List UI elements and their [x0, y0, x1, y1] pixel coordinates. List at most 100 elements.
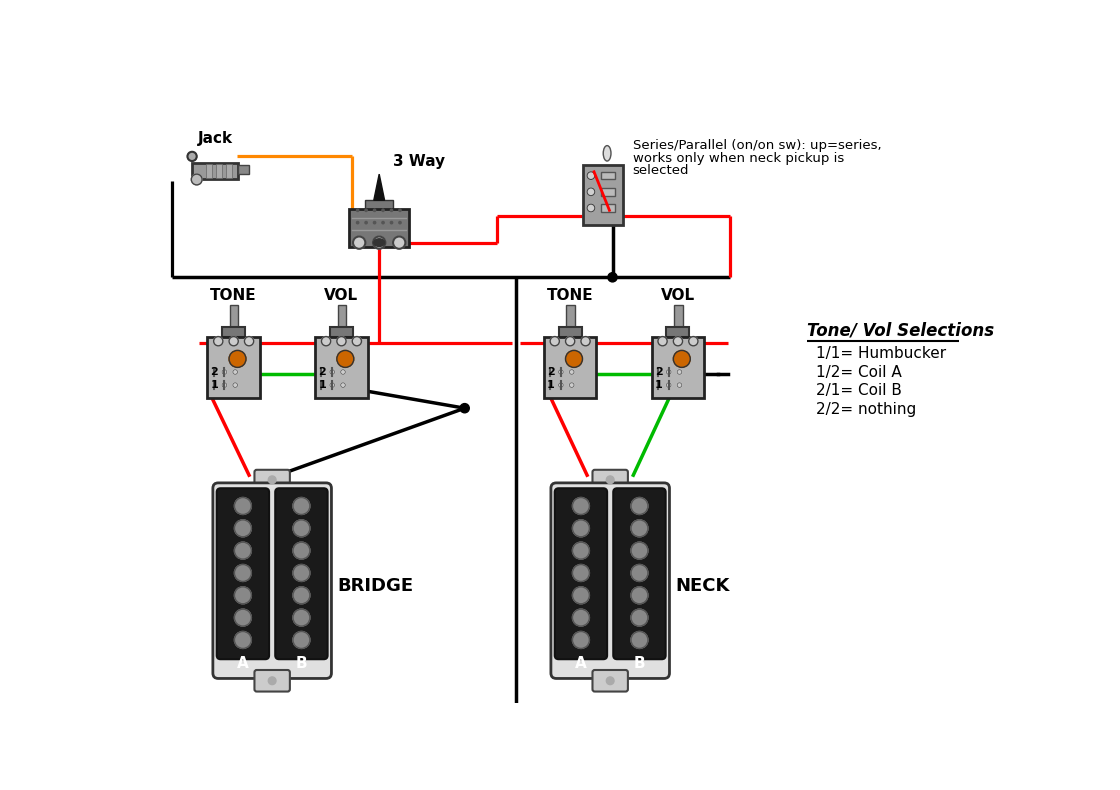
Circle shape [606, 677, 614, 685]
FancyBboxPatch shape [592, 670, 628, 691]
Bar [216, 164, 222, 178]
Bar [316, 337, 367, 398]
FancyBboxPatch shape [213, 483, 332, 679]
Circle shape [631, 609, 647, 626]
Ellipse shape [604, 145, 610, 161]
Circle shape [269, 677, 276, 685]
Text: 2: 2 [211, 367, 218, 377]
Circle shape [234, 565, 251, 581]
Text: 2/2= nothing: 2/2= nothing [815, 401, 916, 416]
FancyBboxPatch shape [217, 488, 269, 659]
Text: A: A [575, 656, 587, 671]
Circle shape [330, 383, 335, 387]
Bar [567, 305, 575, 329]
Circle shape [399, 209, 401, 212]
Text: NECK: NECK [675, 577, 730, 595]
Circle shape [337, 337, 346, 346]
Circle shape [631, 631, 647, 649]
Circle shape [631, 565, 647, 581]
Circle shape [293, 565, 310, 581]
Circle shape [293, 631, 310, 649]
Circle shape [666, 383, 671, 387]
Circle shape [382, 209, 384, 212]
Circle shape [608, 273, 617, 282]
Circle shape [382, 221, 384, 224]
Circle shape [631, 542, 647, 559]
Text: BRIDGE: BRIDGE [337, 577, 413, 595]
Circle shape [269, 476, 276, 483]
Bar [337, 305, 346, 329]
Circle shape [572, 520, 589, 536]
Circle shape [559, 370, 563, 374]
Circle shape [356, 209, 358, 212]
Bar [601, 171, 615, 179]
Circle shape [352, 337, 362, 346]
Circle shape [244, 337, 254, 346]
Circle shape [365, 221, 367, 224]
Text: A: A [237, 656, 249, 671]
Text: 1/2= Coil A: 1/2= Coil A [815, 365, 902, 380]
FancyBboxPatch shape [276, 488, 328, 659]
Circle shape [460, 404, 469, 413]
Circle shape [572, 498, 589, 514]
Text: VOL: VOL [661, 288, 696, 303]
Circle shape [587, 188, 595, 196]
Circle shape [631, 587, 647, 604]
Circle shape [572, 631, 589, 649]
Circle shape [673, 351, 690, 367]
Text: VOL: VOL [325, 288, 358, 303]
Circle shape [569, 383, 573, 387]
Circle shape [572, 587, 589, 604]
Circle shape [566, 351, 582, 367]
Bar [544, 337, 596, 398]
Circle shape [353, 236, 365, 249]
Circle shape [330, 370, 335, 374]
Circle shape [234, 631, 251, 649]
Circle shape [293, 587, 310, 604]
Circle shape [569, 370, 573, 374]
Circle shape [572, 565, 589, 581]
Circle shape [293, 520, 310, 536]
FancyBboxPatch shape [551, 483, 670, 679]
Text: 1: 1 [547, 380, 554, 390]
Circle shape [673, 337, 682, 346]
Circle shape [606, 476, 614, 483]
Bar [666, 327, 690, 337]
Bar [239, 165, 249, 174]
Circle shape [572, 609, 589, 626]
Circle shape [187, 152, 197, 161]
Bar [652, 337, 704, 398]
Circle shape [234, 542, 251, 559]
Circle shape [587, 204, 595, 212]
Bar [330, 327, 353, 337]
Circle shape [572, 542, 589, 559]
Circle shape [373, 209, 375, 212]
Circle shape [550, 337, 559, 346]
FancyBboxPatch shape [592, 470, 628, 491]
Circle shape [399, 221, 401, 224]
Bar [349, 209, 409, 247]
Circle shape [666, 370, 671, 374]
Circle shape [678, 370, 682, 374]
Circle shape [689, 337, 698, 346]
Circle shape [228, 351, 246, 367]
Circle shape [631, 520, 647, 536]
Bar [601, 188, 615, 196]
Circle shape [340, 383, 345, 387]
Text: 2: 2 [547, 367, 554, 377]
Text: 1: 1 [318, 380, 326, 390]
Bar [193, 163, 239, 179]
Text: 1: 1 [655, 380, 663, 390]
Ellipse shape [374, 239, 384, 246]
Bar [674, 305, 682, 329]
Circle shape [234, 498, 251, 514]
Circle shape [340, 370, 345, 374]
Text: Tone/ Vol Selections: Tone/ Vol Selections [806, 321, 993, 339]
Circle shape [214, 337, 223, 346]
Bar [206, 164, 212, 178]
Circle shape [234, 587, 251, 604]
Circle shape [581, 337, 590, 346]
Text: TONE: TONE [547, 288, 594, 303]
Bar [226, 164, 232, 178]
Text: 2: 2 [318, 367, 326, 377]
